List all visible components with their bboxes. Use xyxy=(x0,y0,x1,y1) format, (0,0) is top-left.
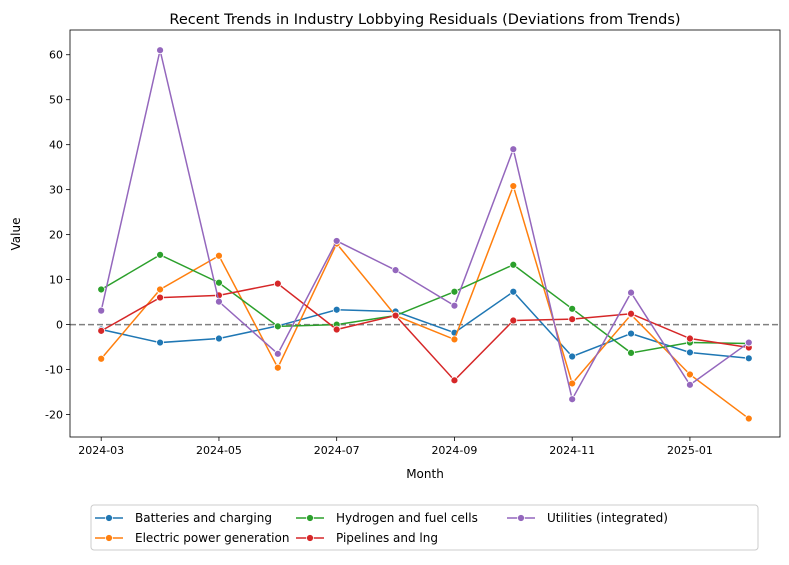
data-point xyxy=(509,287,518,296)
data-point xyxy=(509,316,518,325)
data-point xyxy=(391,311,400,320)
legend-label: Hydrogen and fuel cells xyxy=(336,511,478,525)
data-point xyxy=(97,326,106,335)
y-tick-label: 0 xyxy=(56,319,63,332)
legend-label: Batteries and charging xyxy=(135,511,272,525)
series-batteries-and-charging xyxy=(97,287,753,363)
data-point xyxy=(627,288,635,297)
series-utilities-integrated- xyxy=(97,46,753,404)
x-tick-label: 2025-01 xyxy=(667,444,713,457)
legend-label: Pipelines and lng xyxy=(336,531,438,545)
data-point xyxy=(273,279,282,288)
data-point xyxy=(686,348,694,357)
data-point xyxy=(156,46,164,55)
data-point xyxy=(568,315,577,324)
series-line xyxy=(100,183,750,420)
data-point xyxy=(156,250,164,259)
legend-label: Electric power generation xyxy=(135,531,289,545)
y-tick-label: 20 xyxy=(49,229,63,242)
legend-marker xyxy=(306,514,314,522)
data-point xyxy=(509,145,518,154)
data-point xyxy=(97,306,106,315)
y-tick-label: 30 xyxy=(49,184,63,197)
y-tick-label: 10 xyxy=(49,274,63,287)
data-point xyxy=(156,285,164,294)
data-point xyxy=(686,380,694,389)
x-tick-label: 2024-03 xyxy=(78,444,124,457)
legend-marker xyxy=(105,534,113,542)
x-tick-label: 2024-11 xyxy=(549,444,595,457)
chart-title: Recent Trends in Industry Lobbying Resid… xyxy=(169,12,680,28)
data-point xyxy=(627,349,635,357)
data-point xyxy=(509,182,518,190)
y-tick-label: 50 xyxy=(49,94,63,107)
data-point xyxy=(450,287,459,296)
data-point xyxy=(332,237,341,245)
series-electric-power-generation xyxy=(97,182,753,423)
data-point xyxy=(391,266,400,275)
data-point xyxy=(568,304,577,313)
data-point xyxy=(215,278,223,287)
data-point xyxy=(156,293,164,302)
data-point xyxy=(686,370,694,379)
data-point xyxy=(450,335,459,344)
data-point xyxy=(97,285,106,294)
series-line xyxy=(100,50,750,402)
x-axis-label: Month xyxy=(406,467,444,481)
y-tick-label: -10 xyxy=(45,364,63,377)
data-point xyxy=(215,334,223,343)
series-line xyxy=(100,282,749,382)
data-point xyxy=(744,354,753,363)
legend-marker xyxy=(517,514,525,522)
legend-marker xyxy=(105,514,113,522)
data-point xyxy=(627,309,635,318)
plot-frame xyxy=(69,29,781,438)
data-point xyxy=(215,251,223,260)
x-tick-label: 2024-09 xyxy=(431,444,477,457)
data-point xyxy=(332,325,341,334)
legend-box xyxy=(90,504,759,551)
data-point xyxy=(509,260,518,269)
data-point xyxy=(273,322,282,331)
data-point xyxy=(156,338,164,347)
data-point xyxy=(273,363,282,372)
data-point xyxy=(744,338,753,347)
data-point xyxy=(568,395,577,404)
y-axis-label: Value xyxy=(9,218,23,251)
data-point xyxy=(450,301,459,310)
x-tick-label: 2024-07 xyxy=(314,444,360,457)
y-tick-label: -20 xyxy=(45,409,63,422)
legend-label: Utilities (integrated) xyxy=(547,511,668,525)
x-tick-label: 2024-05 xyxy=(196,444,242,457)
data-point xyxy=(97,354,106,363)
data-point xyxy=(568,352,577,361)
legend-marker xyxy=(306,534,314,542)
y-tick-label: 40 xyxy=(49,139,63,152)
data-point xyxy=(215,297,223,306)
series-line xyxy=(100,254,749,354)
data-point xyxy=(686,334,694,343)
y-tick-label: 60 xyxy=(49,49,63,62)
series-pipelines-and-lng xyxy=(97,279,753,385)
data-point xyxy=(744,414,753,423)
data-point xyxy=(450,376,459,385)
data-point xyxy=(273,349,282,358)
data-point xyxy=(332,305,341,314)
data-point xyxy=(627,329,635,338)
legend: Batteries and charging Electric power gen… xyxy=(90,504,759,551)
series-line xyxy=(101,290,749,360)
